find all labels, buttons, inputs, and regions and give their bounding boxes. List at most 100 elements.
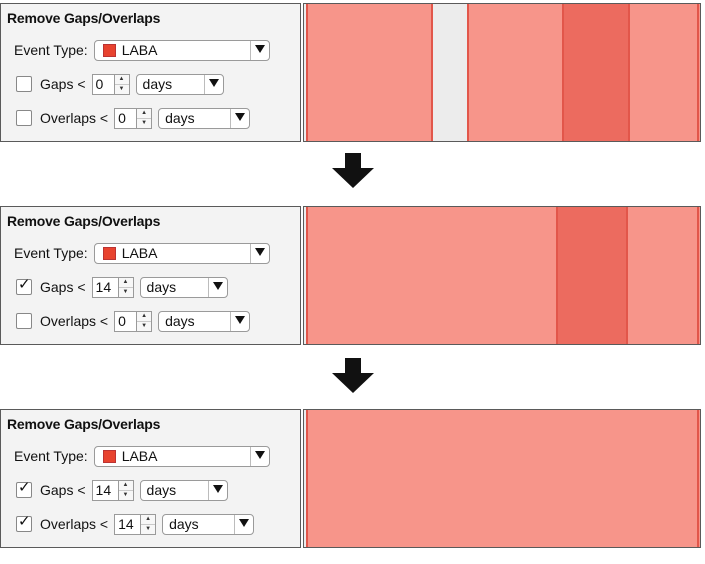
event-bar: [306, 410, 700, 547]
chevron-down-icon: [212, 281, 223, 290]
panel-title: Remove Gaps/Overlaps: [7, 213, 161, 229]
overlaps-unit-value: days: [165, 110, 195, 126]
overlaps-unit-value: days: [169, 516, 199, 532]
checkmark-icon: ✓: [18, 276, 31, 293]
step-2: Remove Gaps/Overlaps Event Type: LABA ✓ …: [0, 206, 705, 347]
overlaps-label: Overlaps <: [40, 110, 109, 126]
gaps-unit-value: days: [142, 76, 173, 92]
gaps-row: ✓ Gaps < 14 ▲ ▼ days: [16, 275, 228, 299]
chevron-down-icon: [208, 78, 219, 87]
gaps-row: Gaps < 0 ▲ ▼ days: [16, 72, 224, 96]
overlaps-stepper[interactable]: 0 ▲ ▼: [114, 310, 153, 332]
checkmark-icon: ✓: [18, 479, 31, 496]
gaps-checkbox[interactable]: ✓: [16, 276, 32, 295]
step-3: Remove Gaps/Overlaps Event Type: LABA ✓ …: [0, 409, 705, 550]
step-1: Remove Gaps/Overlaps Event Type: LABA Ga…: [0, 3, 705, 144]
gaps-label: Gaps <: [40, 482, 86, 498]
gaps-unit-select[interactable]: days: [139, 479, 228, 501]
overlaps-value[interactable]: 0: [118, 312, 126, 329]
gaps-value[interactable]: 14: [95, 481, 112, 498]
chevron-down-icon: [239, 518, 250, 527]
overlaps-label: Overlaps <: [40, 313, 109, 329]
gaps-label: Gaps <: [40, 279, 86, 295]
overlaps-row: Overlaps < 0 ▲ ▼ days: [16, 106, 251, 130]
arrow-down-icon: [332, 358, 374, 393]
gaps-stepper[interactable]: 14 ▲ ▼: [91, 276, 134, 298]
chevron-down-icon: [254, 247, 265, 256]
event-bar: [306, 207, 700, 344]
overlaps-label: Overlaps <: [40, 516, 109, 532]
event-timeline: [303, 3, 701, 142]
gaps-checkbox[interactable]: [16, 76, 32, 92]
remove-gaps-overlaps-panel: Remove Gaps/Overlaps Event Type: LABA Ga…: [0, 3, 301, 142]
event-bar: [306, 4, 433, 141]
event-type-label: Event Type:: [14, 42, 88, 58]
overlaps-checkbox[interactable]: ✓: [16, 513, 32, 532]
chevron-down-icon: [235, 112, 246, 121]
event-overlap: [562, 4, 630, 141]
stepper-down-icon[interactable]: ▼: [137, 320, 152, 331]
gaps-value[interactable]: 0: [95, 75, 104, 92]
overlaps-row: ✓ Overlaps < 14 ▲ ▼ days: [16, 512, 255, 536]
arrow-down-icon: [332, 153, 374, 188]
overlaps-checkbox[interactable]: [16, 110, 32, 126]
gaps-unit-select[interactable]: days: [135, 73, 224, 95]
stepper-up-icon[interactable]: ▲: [122, 481, 129, 488]
overlaps-value[interactable]: 0: [118, 109, 126, 126]
stepper-up-icon[interactable]: ▲: [118, 75, 125, 82]
overlaps-checkbox[interactable]: [16, 313, 32, 329]
stepper-down-icon[interactable]: ▼: [141, 523, 156, 534]
event-type-select[interactable]: LABA: [93, 39, 270, 61]
overlaps-unit-value: days: [165, 313, 195, 329]
event-timeline: [303, 409, 701, 548]
overlaps-stepper[interactable]: 14 ▲ ▼: [114, 513, 157, 535]
event-color-swatch: [102, 246, 116, 260]
stepper-down-icon[interactable]: ▼: [114, 83, 129, 94]
stepper-down-icon[interactable]: ▼: [118, 286, 133, 297]
event-type-value: LABA: [121, 245, 158, 261]
gaps-label: Gaps <: [40, 76, 86, 92]
gaps-unit-value: days: [146, 482, 177, 498]
gaps-stepper[interactable]: 0 ▲ ▼: [91, 73, 130, 95]
chevron-down-icon: [212, 484, 223, 493]
overlaps-unit-select[interactable]: days: [158, 107, 251, 129]
overlaps-value[interactable]: 14: [118, 515, 134, 532]
stepper-up-icon[interactable]: ▲: [141, 312, 148, 319]
panel-title: Remove Gaps/Overlaps: [7, 416, 161, 432]
event-overlap: [556, 207, 628, 344]
gaps-checkbox[interactable]: ✓: [16, 479, 32, 498]
event-type-label: Event Type:: [14, 245, 88, 261]
overlaps-row: Overlaps < 0 ▲ ▼ days: [16, 309, 251, 333]
event-type-row: Event Type: LABA: [14, 241, 270, 265]
event-color-swatch: [102, 43, 116, 57]
chevron-down-icon: [254, 450, 265, 459]
gaps-value[interactable]: 14: [95, 278, 112, 295]
event-color-swatch: [102, 449, 116, 463]
overlaps-unit-select[interactable]: days: [158, 310, 251, 332]
stepper-down-icon[interactable]: ▼: [137, 117, 152, 128]
event-type-value: LABA: [121, 448, 158, 464]
event-timeline: [303, 206, 701, 345]
stepper-up-icon[interactable]: ▲: [122, 278, 129, 285]
event-type-select[interactable]: LABA: [93, 242, 270, 264]
overlaps-unit-select[interactable]: days: [162, 513, 255, 535]
remove-gaps-overlaps-panel: Remove Gaps/Overlaps Event Type: LABA ✓ …: [0, 409, 301, 548]
panel-title: Remove Gaps/Overlaps: [7, 10, 161, 26]
stepper-down-icon[interactable]: ▼: [118, 489, 133, 500]
gaps-unit-value: days: [146, 279, 177, 295]
event-type-select[interactable]: LABA: [93, 445, 270, 467]
event-type-value: LABA: [121, 42, 158, 58]
checkmark-icon: ✓: [18, 513, 31, 530]
overlaps-stepper[interactable]: 0 ▲ ▼: [114, 107, 153, 129]
gaps-unit-select[interactable]: days: [139, 276, 228, 298]
stepper-up-icon[interactable]: ▲: [141, 109, 148, 116]
gaps-row: ✓ Gaps < 14 ▲ ▼ days: [16, 478, 228, 502]
event-type-label: Event Type:: [14, 448, 88, 464]
event-type-row: Event Type: LABA: [14, 444, 270, 468]
stepper-up-icon[interactable]: ▲: [145, 515, 152, 522]
chevron-down-icon: [235, 315, 246, 324]
event-type-row: Event Type: LABA: [14, 38, 270, 62]
gaps-stepper[interactable]: 14 ▲ ▼: [91, 479, 134, 501]
chevron-down-icon: [254, 44, 265, 53]
remove-gaps-overlaps-panel: Remove Gaps/Overlaps Event Type: LABA ✓ …: [0, 206, 301, 345]
